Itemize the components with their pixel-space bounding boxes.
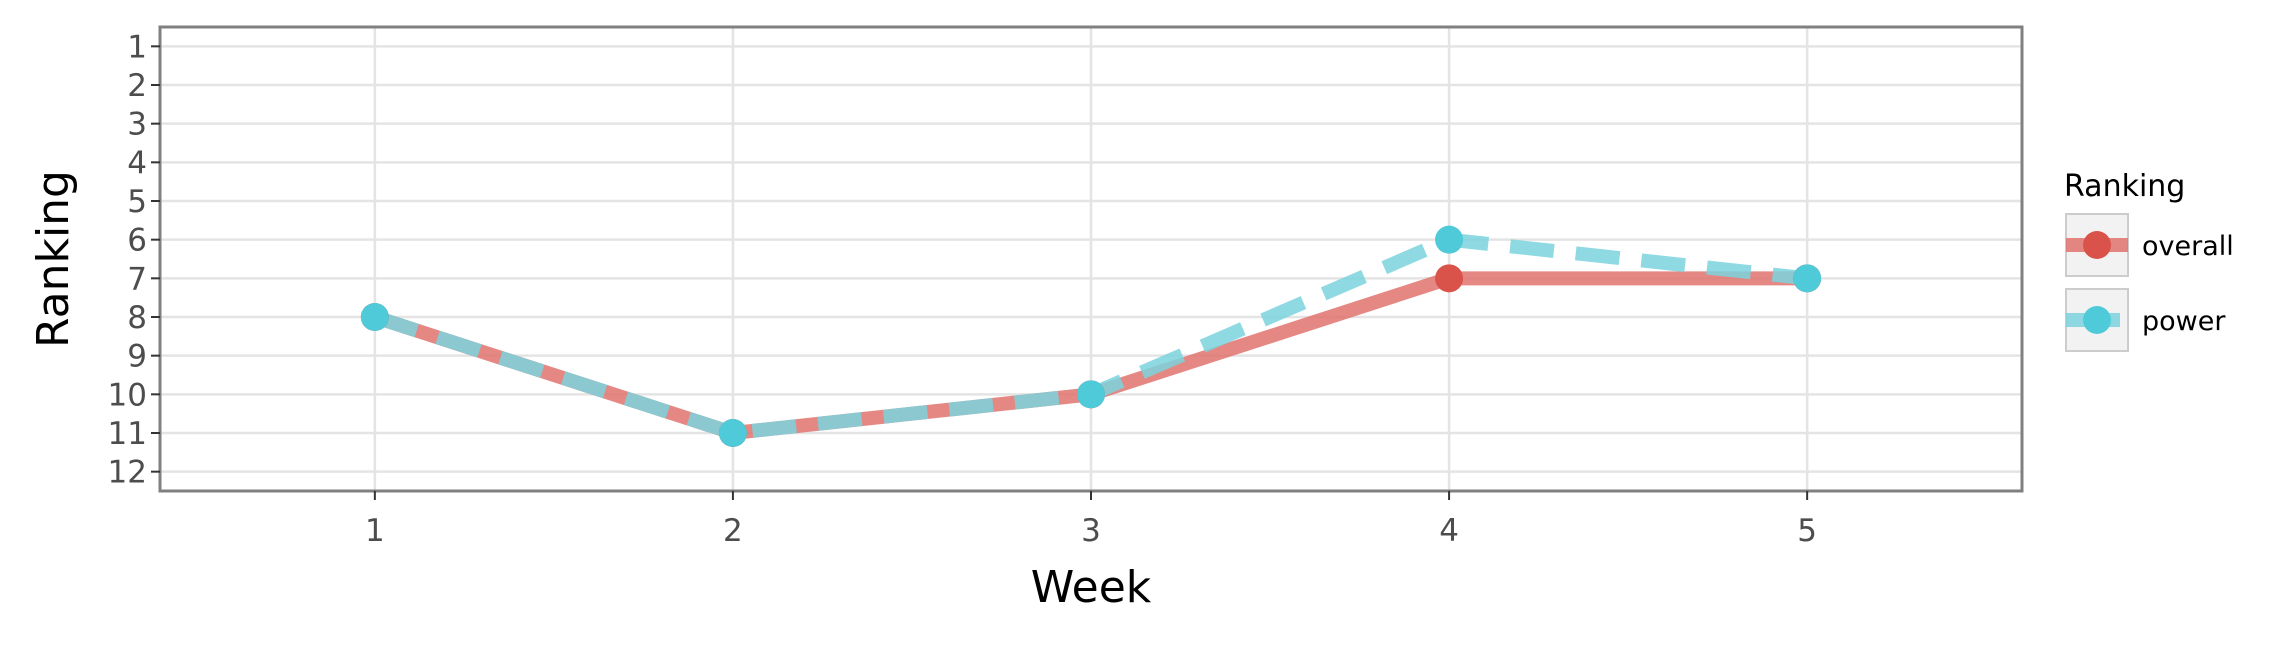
y-axis-title: Ranking [28, 170, 79, 348]
series-layer [360, 225, 1822, 447]
x-tick-label: 5 [1797, 513, 1817, 549]
x-axis-title: Week [1031, 562, 1152, 613]
data-point-power [1793, 264, 1822, 293]
data-point-power [718, 419, 747, 447]
data-point-overall [1435, 264, 1464, 293]
y-tick-label: 2 [127, 68, 147, 104]
y-tick-label: 7 [127, 261, 147, 297]
y-tick-label: 4 [127, 145, 147, 181]
x-tick-label: 1 [365, 513, 385, 549]
x-tick-label: 4 [1439, 513, 1459, 549]
x-tick-label: 3 [1081, 513, 1101, 549]
x-tick-label: 2 [723, 513, 743, 549]
y-tick-label: 12 [108, 455, 147, 491]
data-point-power [1435, 225, 1464, 254]
legend-title: Ranking [2064, 169, 2185, 204]
legend-point-power [2083, 306, 2111, 334]
legend-label-overall: overall [2142, 231, 2234, 262]
y-tick-label: 10 [108, 377, 147, 413]
y-tick-label: 5 [127, 184, 147, 220]
legend-point-overall [2083, 231, 2111, 259]
y-tick-label: 11 [108, 416, 147, 452]
legend-label-power: power [2142, 306, 2226, 337]
y-tick-label: 6 [127, 223, 147, 259]
data-point-power [360, 303, 389, 331]
y-tick-label: 1 [127, 29, 147, 65]
data-point-power [1077, 380, 1105, 409]
y-tick-label: 3 [127, 107, 147, 143]
y-tick-label: 9 [127, 339, 147, 375]
legend: Ranking overall power [2064, 169, 2234, 352]
y-tick-label: 8 [127, 300, 147, 336]
